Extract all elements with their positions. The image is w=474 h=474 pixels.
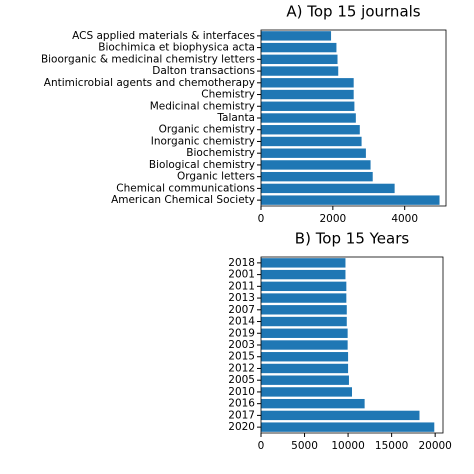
chart-title: B) Top 15 Years: [295, 230, 410, 248]
y-tick-label: 2018: [228, 257, 255, 269]
bar: [261, 31, 332, 41]
bar: [261, 352, 349, 362]
y-tick-label: ACS applied materials & interfaces: [72, 30, 255, 42]
bar: [261, 160, 371, 170]
y-tick-label: 2014: [228, 316, 255, 328]
y-tick-label: American Chemical Society: [111, 194, 255, 206]
bar: [261, 410, 420, 421]
y-tick-label: 2011: [228, 280, 255, 292]
y-tick-label: 2007: [228, 304, 255, 316]
bar: [261, 113, 356, 123]
bar: [261, 125, 360, 135]
y-tick-label: Bioorganic & medicinal chemistry letters: [41, 53, 255, 65]
axes-frame: [260, 29, 447, 207]
bar: [261, 89, 354, 100]
bar: [261, 281, 347, 292]
bar: [261, 136, 362, 147]
y-tick-label: Biological chemistry: [149, 159, 255, 171]
bar: [261, 78, 354, 88]
y-tick-label: Biochemistry: [186, 147, 255, 159]
y-tick-label: 2015: [228, 351, 255, 363]
y-tick-label: 2019: [228, 327, 255, 339]
y-tick-label: Inorganic chemistry: [151, 135, 255, 147]
bar: [261, 148, 366, 158]
x-tick-label: 5000: [291, 440, 318, 452]
x-tick-label: 0: [258, 213, 265, 225]
y-tick-label: Talanta: [216, 112, 255, 124]
bar: [261, 363, 349, 374]
y-tick-label: Organic letters: [177, 171, 255, 183]
bar: [261, 340, 348, 350]
bar: [261, 195, 440, 205]
y-tick-label: Organic chemistry: [159, 124, 255, 136]
y-tick-label: Chemistry: [201, 89, 255, 101]
y-tick-label: 2020: [228, 421, 255, 433]
y-tick-label: 2001: [228, 269, 255, 281]
chart-title: A) Top 15 journals: [286, 3, 420, 21]
y-tick-label: Biochimica et biophysica acta: [98, 42, 255, 54]
y-tick-label: 2017: [228, 409, 255, 421]
bar: [261, 387, 352, 397]
y-tick-label: Dalton transactions: [152, 65, 255, 77]
x-tick-label: 2000: [319, 213, 346, 225]
y-tick-label: 2012: [228, 362, 255, 374]
y-tick-label: 2013: [228, 292, 255, 304]
bar: [261, 316, 347, 327]
bar: [261, 258, 346, 268]
bar: [261, 305, 347, 315]
bar: [261, 375, 349, 385]
y-tick-label: 2003: [228, 339, 255, 351]
y-tick-label: Medicinal chemistry: [150, 100, 255, 112]
bar: [261, 398, 365, 409]
y-tick-label: 2016: [228, 398, 255, 410]
bar: [261, 101, 355, 111]
y-tick-label: Antimicrobial agents and chemotherapy: [44, 77, 255, 89]
x-tick-label: 20000: [418, 440, 451, 452]
y-tick-label: 2010: [228, 386, 255, 398]
y-tick-label: Chemical communications: [116, 182, 255, 194]
y-tick-label: 2005: [228, 374, 255, 386]
bar: [261, 183, 395, 194]
bar: [261, 422, 435, 432]
bar: [261, 171, 373, 182]
bar: [261, 328, 348, 338]
x-tick-label: 0: [258, 440, 265, 452]
bar: [261, 293, 347, 303]
x-tick-label: 15000: [375, 440, 408, 452]
bar: [261, 269, 346, 280]
bar: [261, 66, 339, 76]
bar: [261, 54, 338, 65]
axes-frame: [260, 256, 444, 434]
x-tick-label: 4000: [391, 213, 418, 225]
x-tick-label: 10000: [331, 440, 364, 452]
bar: [261, 42, 337, 53]
